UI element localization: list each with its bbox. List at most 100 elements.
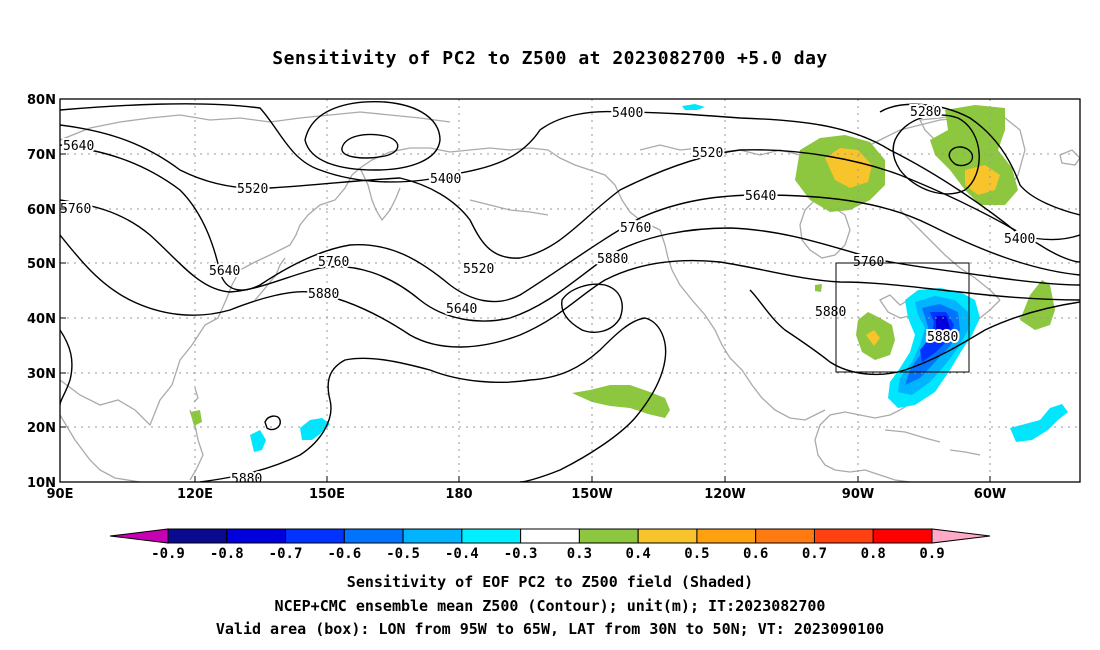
contour-label: 5760 — [318, 255, 349, 270]
contour-5280-ring — [892, 114, 980, 195]
lat-label: 60N — [27, 203, 56, 218]
contour-label: 5880 — [597, 252, 628, 267]
coast-kamchatka — [359, 167, 401, 222]
contour-label: 5640 — [446, 302, 477, 317]
contour-label: 5280 — [910, 105, 941, 120]
colorbar-swatch — [872, 528, 933, 544]
shade-cyan-atlantic-sw — [1010, 404, 1068, 442]
lat-label: 10N — [27, 476, 56, 491]
shade-blue3-us-east — [936, 316, 950, 336]
plot-frame — [59, 98, 1081, 483]
coast-caribbean — [949, 449, 981, 456]
colorbar-label: -0.6 — [327, 546, 361, 562]
colorbar-label: 0.5 — [684, 546, 709, 562]
contour-5880-main — [60, 234, 1080, 348]
lat-label: 70N — [27, 148, 56, 163]
shade-cyan-philippine-sea — [250, 430, 266, 452]
coast-asia-east — [60, 147, 549, 427]
shade-yellow-greenland-west — [965, 165, 1000, 195]
contour-label: 5520 — [237, 182, 268, 197]
lat-label: 20N — [27, 421, 56, 436]
map-plot-area: 5640 5760 5520 5640 5760 5880 5400 5400 … — [60, 99, 1080, 487]
lon-label: 150E — [309, 487, 345, 502]
coast-alaska — [547, 149, 826, 421]
colorbar-label: 0.8 — [861, 546, 886, 562]
lon-label: 90W — [842, 487, 874, 502]
contour-label: 5400 — [612, 106, 643, 121]
axis-ticks — [59, 98, 991, 483]
colorbar-swatch — [696, 528, 757, 544]
colorbar-label: 0.6 — [743, 546, 768, 562]
valid-area-box — [835, 262, 970, 373]
lon-label: 180 — [445, 487, 472, 502]
contour-label: 5520 — [692, 146, 723, 161]
colorbar-high-end — [931, 528, 991, 544]
contour-label: 5760 — [60, 202, 91, 217]
contour-label: 5400 — [1004, 232, 1035, 247]
coast-aleutians — [469, 199, 549, 216]
latitude-labels: 80N 70N 60N 50N 40N 30N 20N 10N — [27, 93, 56, 491]
lat-label: 30N — [27, 367, 56, 382]
contour-5880-asia — [60, 329, 73, 406]
lat-label: 80N — [27, 93, 56, 108]
shade-green-philippines — [190, 410, 202, 426]
colorbar-swatch — [813, 528, 874, 544]
contour-small-low-pacific — [341, 133, 399, 159]
colorbar-label: 0.3 — [567, 546, 592, 562]
shade-cyan-arctic-small — [682, 104, 705, 110]
colorbar-swatch — [755, 528, 815, 544]
lon-label: 150W — [571, 487, 612, 502]
contour-label: 5640 — [209, 264, 240, 279]
contour-label: 5520 — [463, 262, 494, 277]
contour-small-ring-wp — [264, 415, 281, 431]
shade-cyan-pacific-west — [300, 418, 330, 440]
shade-green-small-na — [815, 284, 822, 292]
contour-label: 5880 — [231, 472, 262, 487]
contour-5280-greenland — [879, 103, 1080, 216]
figure-title: Sensitivity of PC2 to Z500 at 2023082700… — [272, 48, 828, 69]
contour-label: 5640 — [745, 189, 776, 204]
contour-5400-arctic — [60, 103, 1080, 241]
contour-5640 — [60, 144, 1080, 303]
lon-label: 120W — [704, 487, 745, 502]
contour-labels: 5640 5760 5520 5640 5760 5880 5400 5400 … — [60, 103, 1037, 487]
colorbar-swatch — [578, 528, 639, 544]
coast-gulf-mexico — [814, 409, 901, 473]
contour-5520 — [60, 124, 1080, 263]
contour-label: 5880 — [815, 305, 846, 320]
lon-label: 60W — [974, 487, 1006, 502]
colorbar: -0.9 -0.8 -0.7 -0.6 -0.5 -0.4 -0.3 0.3 0.4 0.5 0.6… — [109, 528, 991, 562]
colorbar-swatch — [461, 528, 522, 544]
contour-label: 5880 — [308, 287, 339, 302]
coast-japan — [254, 257, 286, 301]
colorbar-label: -0.4 — [445, 546, 479, 562]
lon-label: 120E — [177, 487, 213, 502]
caption-line-1: Sensitivity of EOF PC2 to Z500 field (Sh… — [346, 573, 754, 591]
colorbar-label: -0.8 — [210, 546, 244, 562]
colorbar-swatch — [226, 528, 287, 544]
coast-labrador — [899, 209, 1001, 301]
caption-line-3: Valid area (box): LON from 95W to 65W, L… — [215, 620, 885, 638]
colorbar-label: -0.3 — [504, 546, 538, 562]
shade-green-pacific — [572, 385, 670, 418]
coast-arctic-siberia — [60, 111, 451, 141]
contour-label: 5760 — [620, 221, 651, 236]
lat-label: 50N — [27, 257, 56, 272]
contour-label: 5880 — [927, 330, 958, 345]
colorbar-swatch — [637, 528, 698, 544]
colorbar-label: -0.5 — [386, 546, 420, 562]
contour-label: 5400 — [430, 172, 461, 187]
colorbar-label: -0.7 — [269, 546, 303, 562]
colorbar-label: 0.9 — [919, 546, 944, 562]
coast-cuba — [884, 429, 941, 443]
caption-line-2: NCEP+CMC ensemble mean Z500 (Contour); u… — [274, 597, 826, 615]
contour-5400-pacific-low — [304, 101, 441, 171]
colorbar-swatch — [520, 528, 580, 544]
longitude-labels: 90E 120E 150E 180 150W 120W 90W 60W — [47, 487, 1007, 502]
lon-label: 90E — [47, 487, 74, 502]
contour-small-low-greenland — [948, 146, 974, 167]
contour-5760 — [60, 199, 1080, 322]
contour-5880-east — [749, 289, 1080, 376]
lat-label: 40N — [27, 312, 56, 327]
